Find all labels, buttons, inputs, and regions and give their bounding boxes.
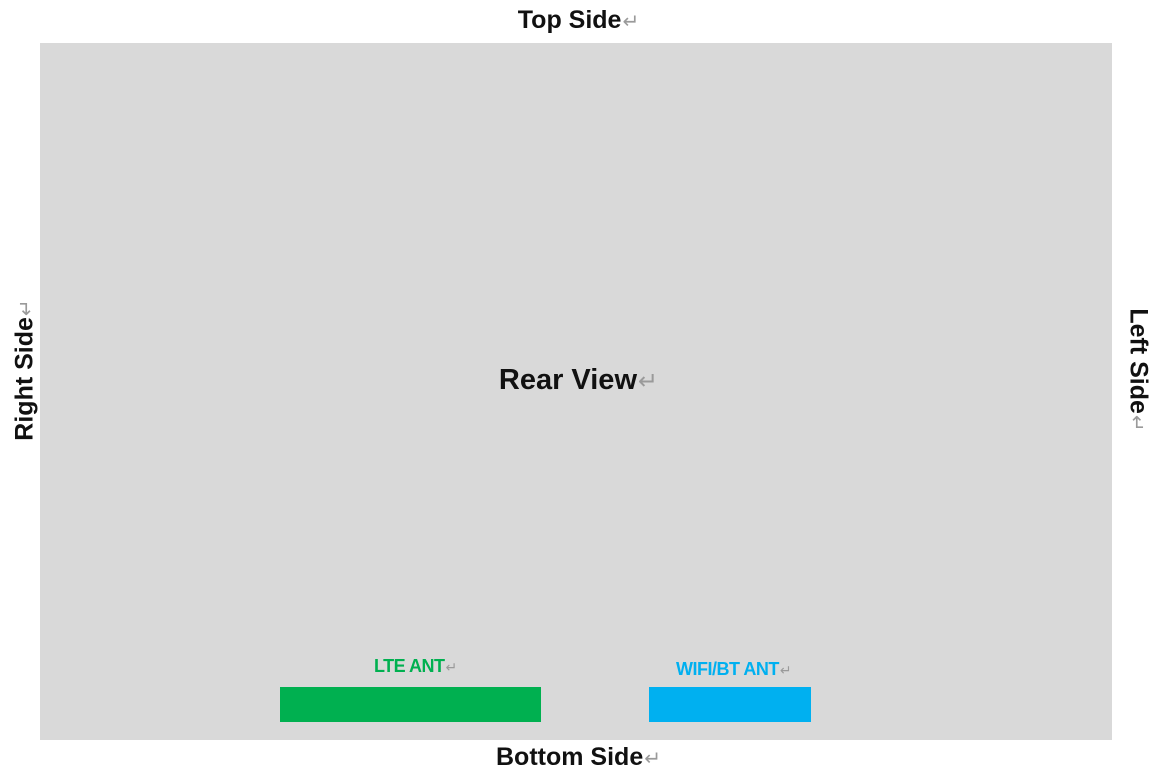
bottom-side-label: Bottom Side↵ xyxy=(0,745,1157,770)
bottom-side-text: Bottom Side xyxy=(496,743,644,771)
wifi-bt-antenna-label: WIFI/BT ANT↵ xyxy=(676,659,792,679)
left-side-text: Left Side xyxy=(1124,308,1153,414)
return-mark-icon: ↵ xyxy=(622,11,640,33)
return-mark-icon: ↵ xyxy=(779,662,792,678)
top-side-text: Top Side xyxy=(517,6,622,34)
return-mark-icon: ↵ xyxy=(1125,414,1148,432)
lte-antenna-text: LTE ANT xyxy=(374,656,445,676)
lte-antenna-label: LTE ANT↵ xyxy=(374,657,457,675)
return-mark-icon: ↵ xyxy=(638,368,659,395)
return-mark-icon: ↵ xyxy=(445,659,458,675)
wifi-bt-antenna-text: WIFI/BT ANT xyxy=(676,659,779,679)
top-side-label: Top Side↵ xyxy=(0,8,1157,33)
rear-view-panel xyxy=(40,43,1112,740)
return-mark-icon: ↵ xyxy=(15,299,38,317)
rear-view-text: Rear View xyxy=(498,364,637,396)
wifi-bt-antenna-bar xyxy=(649,687,811,722)
lte-antenna-bar xyxy=(280,687,541,722)
return-mark-icon: ↵ xyxy=(644,748,661,770)
rear-view-label: Rear View↵ xyxy=(0,366,1157,395)
